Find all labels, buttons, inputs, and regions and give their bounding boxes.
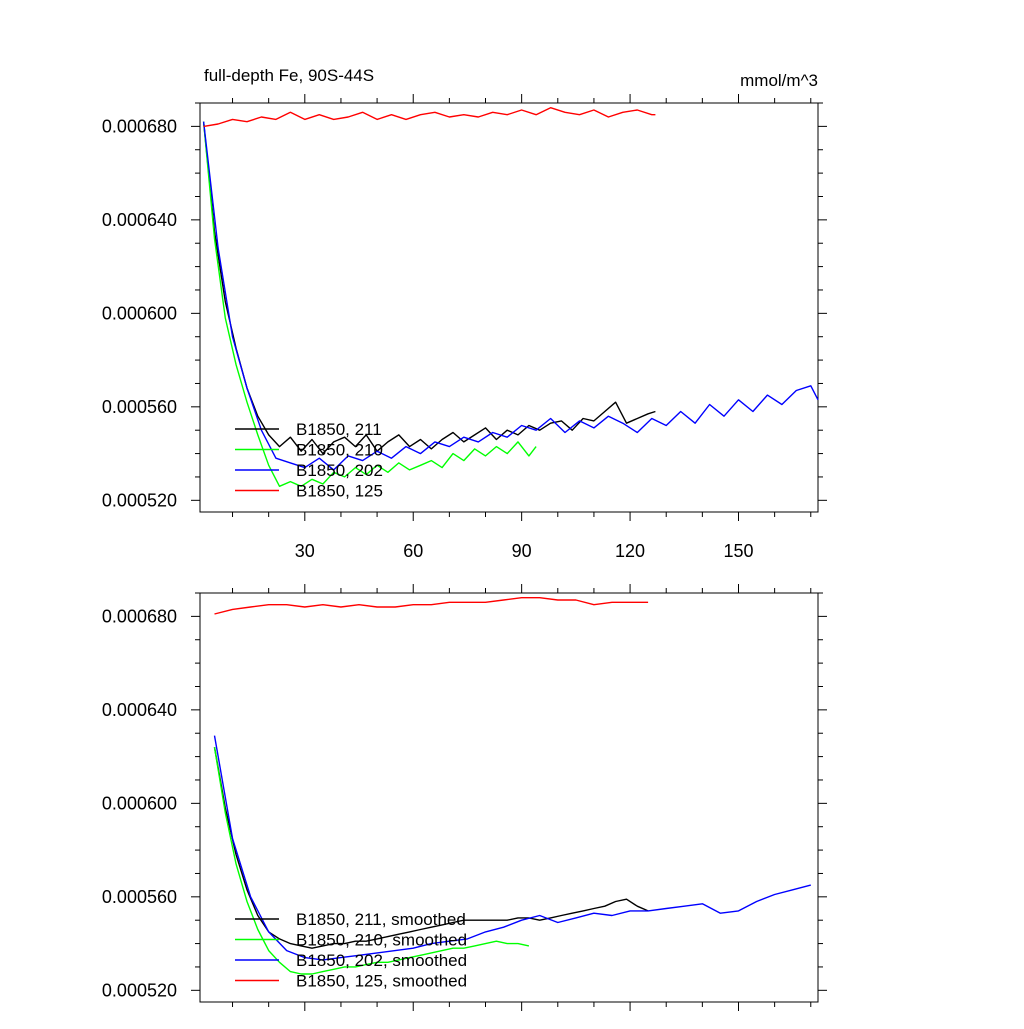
series-line-0 [202,121,656,455]
y-tick-label: 0.000520 [102,490,177,510]
legend-label: B1850, 210 [296,441,383,460]
axis-ticks: 0.000520 0.000560 0.000600 0.000640 0.000680… [102,94,827,561]
y-tick-label: 0.000640 [102,700,177,720]
y-tick-label: 0.000600 [102,793,177,813]
y-tick-label: 0.000520 [102,980,177,1000]
series-lines [202,106,819,487]
series-line-0 [213,747,649,949]
chart-title: full-depth Fe, 90S-44S [204,66,374,85]
plot-frame [199,592,819,1003]
top-panel: full-depth Fe, 90S-44S mmol/m^3 0.000520… [102,66,827,561]
series-line-2 [202,121,819,471]
legend: B1850, 211, smoothed B1850, 210, smoothed… [235,910,467,991]
bottom-panel: 0.000520 0.000560 0.000600 0.000640 0.000680… [102,584,827,1011]
series-line-3 [214,597,649,615]
x-tick-label: 60 [403,541,423,561]
legend-label: B1850, 210, smoothed [296,931,467,950]
legend-label: B1850, 125 [296,482,383,501]
x-tick-label: 150 [723,541,753,561]
series-line-3 [203,106,656,128]
legend-label: B1850, 211, smoothed [296,910,466,929]
series-line-1 [202,121,537,487]
legend-label: B1850, 202, smoothed [296,951,467,970]
units-label: mmol/m^3 [740,71,818,90]
series-lines [213,597,811,975]
y-tick-label: 0.000600 [102,303,177,323]
legend-label: B1850, 125, smoothed [296,972,467,991]
legend-label: B1850, 211 [296,420,382,439]
x-tick-label: 120 [615,541,645,561]
plot-frame [199,102,819,513]
axis-ticks: 0.000520 0.000560 0.000600 0.000640 0.000680 [102,584,827,1011]
y-tick-label: 0.000560 [102,887,177,907]
series-line-1 [213,747,530,975]
y-tick-label: 0.000680 [102,116,177,136]
series-line-2 [213,735,811,961]
legend-label: B1850, 202 [296,461,383,480]
x-tick-label: 90 [512,541,532,561]
y-tick-label: 0.000680 [102,606,177,626]
y-tick-label: 0.000640 [102,210,177,230]
y-tick-label: 0.000560 [102,397,177,417]
x-tick-label: 30 [295,541,315,561]
